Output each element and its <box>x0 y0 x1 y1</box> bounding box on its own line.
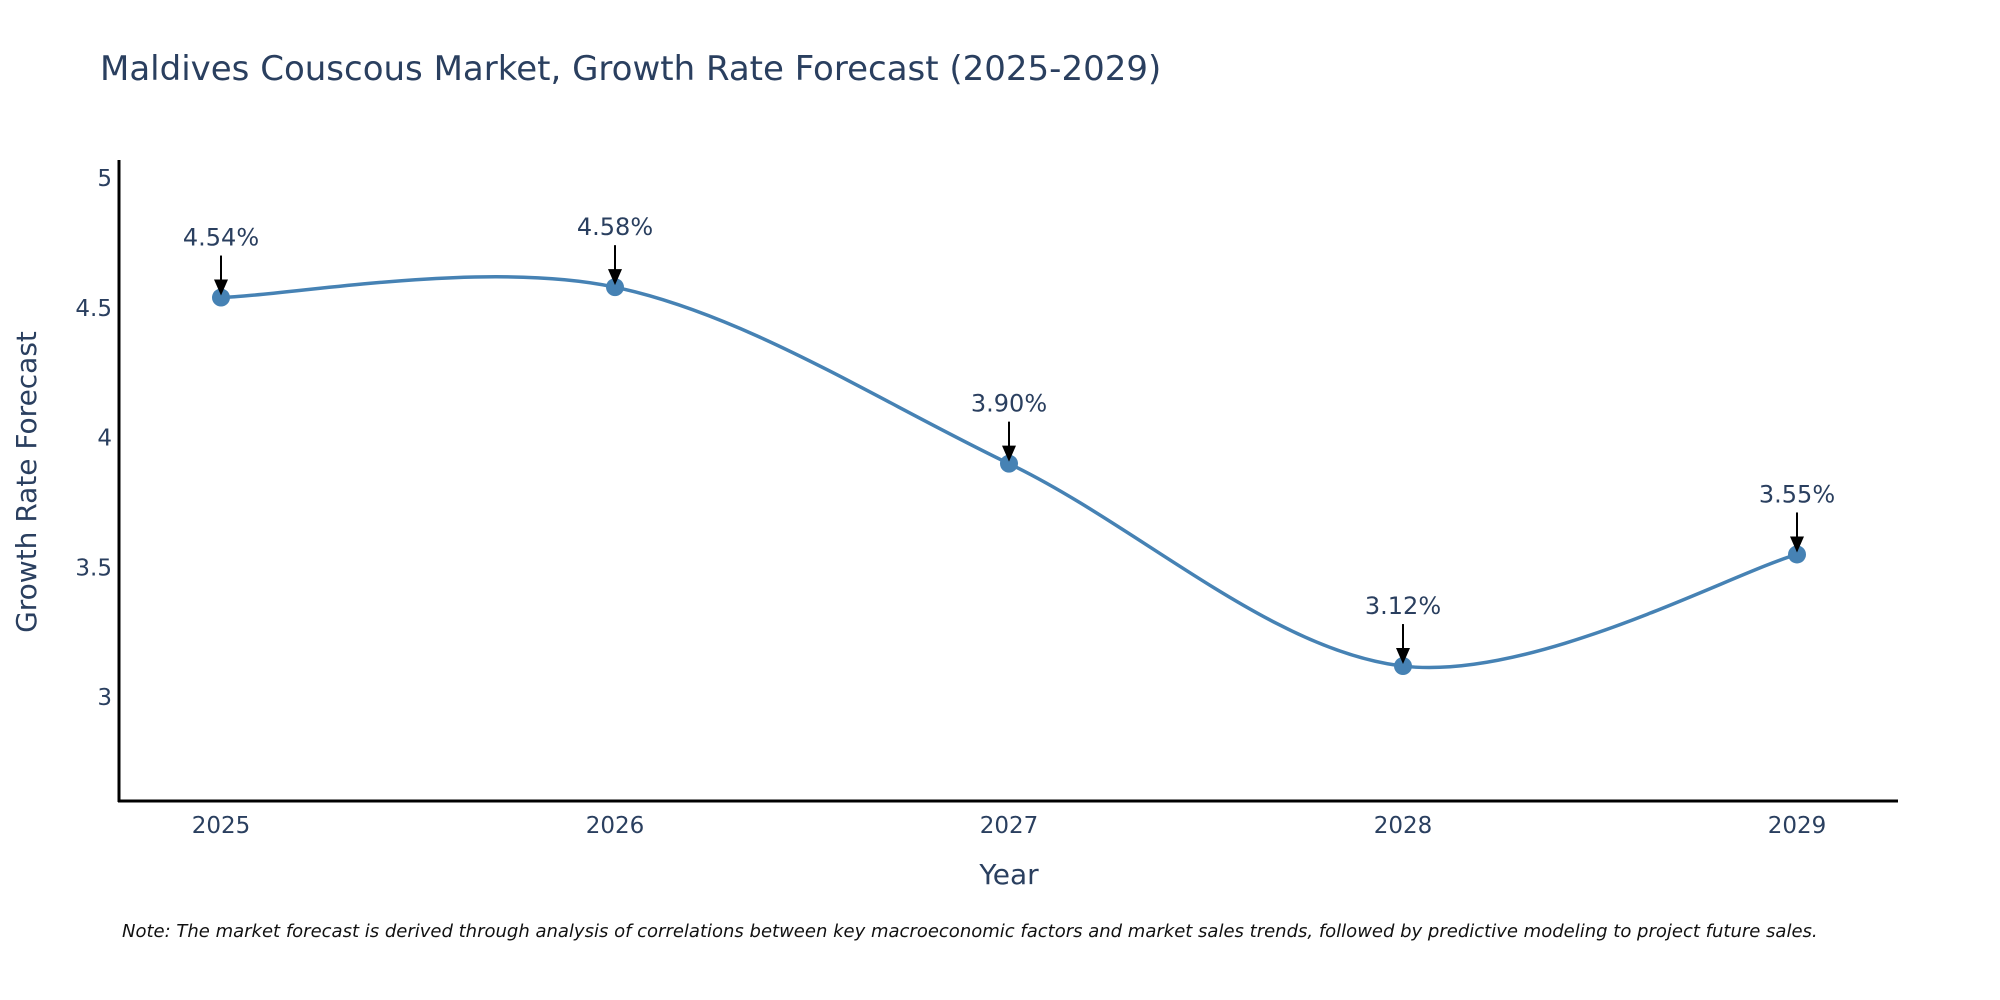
footnote: Note: The market forecast is derived thr… <box>122 921 1818 942</box>
data-label: 3.90% <box>971 390 1047 418</box>
x-tick-label: 2025 <box>192 813 251 839</box>
x-tick-label: 2026 <box>586 813 645 839</box>
data-point-marker <box>1000 454 1018 473</box>
annotation-arrow-head <box>1396 648 1410 665</box>
y-axis-ticks: 3 3.5 4 4.5 5 <box>75 166 112 711</box>
data-markers <box>212 278 1806 676</box>
data-point-marker <box>1394 657 1412 676</box>
annotation-arrow-head <box>608 269 622 286</box>
data-point-marker <box>1788 545 1806 564</box>
annotation-arrow-head <box>214 279 228 296</box>
data-point-marker <box>606 278 624 297</box>
data-label: 4.54% <box>183 224 259 252</box>
data-label: 3.55% <box>1759 480 1835 508</box>
y-tick-label: 4 <box>97 426 112 452</box>
y-tick-label: 4.5 <box>75 296 112 322</box>
x-tick-label: 2027 <box>980 813 1039 839</box>
annotation-arrow-head <box>1002 445 1016 462</box>
x-tick-label: 2028 <box>1374 813 1433 839</box>
y-tick-label: 3 <box>97 685 112 711</box>
y-tick-label: 5 <box>97 166 112 192</box>
x-axis-ticks: 2025 2026 2027 2028 2029 <box>192 813 1827 839</box>
data-point-marker <box>212 288 230 307</box>
x-axis-title: Year <box>978 858 1039 891</box>
data-label: 4.58% <box>577 213 653 241</box>
y-tick-label: 3.5 <box>75 555 112 581</box>
chart-title: Maldives Couscous Market, Growth Rate Fo… <box>100 49 1161 89</box>
x-tick-label: 2029 <box>1768 813 1827 839</box>
y-axis-title: Growth Rate Forecast <box>10 331 43 633</box>
data-labels: 4.54% 4.58% 3.90% 3.12% 3.55% <box>183 213 1835 665</box>
annotation-arrow-head <box>1790 536 1804 553</box>
data-label: 3.12% <box>1365 592 1441 620</box>
